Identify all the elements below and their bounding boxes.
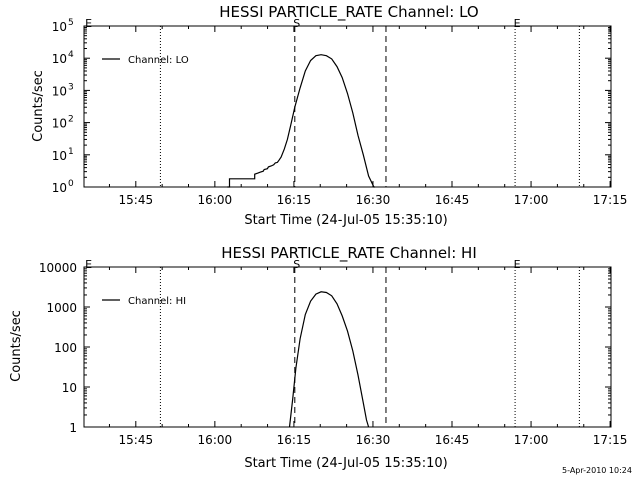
- marker-label: E: [85, 258, 92, 271]
- x-tick-label: 15:45: [119, 433, 154, 447]
- y-tick-label: 10: [52, 20, 67, 34]
- x-tick-label: 17:15: [593, 433, 628, 447]
- x-tick-label: 16:30: [356, 193, 391, 207]
- plot-frame-lo: [83, 25, 612, 188]
- y-tick-exponent: 0: [68, 179, 74, 189]
- y-tick-label: 10: [52, 84, 67, 98]
- x-tick-label: 17:15: [593, 193, 628, 207]
- series-line-hi: [288, 291, 370, 428]
- chart-hi-x-axis-label: Start Time (24-Jul-05 15:35:10): [244, 456, 447, 471]
- y-tick-label: 10: [52, 181, 67, 195]
- x-tick-label: 16:45: [435, 193, 470, 207]
- marker-label: S: [293, 258, 300, 271]
- y-tick-label: 10000: [39, 261, 77, 275]
- legend-label: Channel: LO: [128, 55, 189, 66]
- x-tick-label: 16:15: [277, 193, 312, 207]
- y-tick-label: 100: [54, 341, 77, 355]
- legend-label: Channel: HI: [128, 296, 186, 307]
- x-tick-label: 16:00: [198, 433, 233, 447]
- y-tick-exponent: 1: [68, 147, 74, 157]
- y-tick-exponent: 2: [68, 115, 74, 125]
- chart-hi-title: HESSI PARTICLE_RATE Channel: HI: [221, 244, 477, 263]
- plot-timestamp: 5-Apr-2010 10:24: [562, 466, 632, 475]
- y-tick-label: 10: [52, 149, 67, 163]
- x-tick-label: 17:00: [514, 193, 549, 207]
- x-tick-label: 16:15: [277, 433, 312, 447]
- chart-hi-y-axis-label: Counts/sec: [9, 310, 24, 382]
- y-tick-label: 10: [62, 381, 77, 395]
- marker-label: E: [514, 17, 521, 30]
- y-tick-exponent: 5: [68, 18, 74, 28]
- chart-hi-channel: HESSI PARTICLE_RATE Channel: HI Start Ti…: [9, 244, 627, 471]
- chart-lo-y-axis-label: Counts/sec: [31, 70, 46, 142]
- x-tick-label: 16:45: [435, 433, 470, 447]
- x-tick-label: 16:30: [356, 433, 391, 447]
- marker-label: S: [293, 17, 300, 30]
- x-tick-label: 16:00: [198, 193, 233, 207]
- series-line-lo: [227, 54, 375, 188]
- chart-lo-x-axis-label: Start Time (24-Jul-05 15:35:10): [244, 213, 447, 228]
- marker-label: E: [85, 17, 92, 30]
- y-tick-label: 1000: [46, 301, 77, 315]
- y-tick-exponent: 3: [68, 82, 74, 92]
- x-tick-label: 15:45: [119, 193, 154, 207]
- chart-lo-channel: HESSI PARTICLE_RATE Channel: LO Start Ti…: [31, 3, 627, 228]
- y-tick-exponent: 4: [68, 50, 74, 60]
- y-tick-label: 1: [69, 421, 77, 435]
- y-tick-label: 10: [52, 52, 67, 66]
- x-tick-label: 17:00: [514, 433, 549, 447]
- y-tick-label: 10: [52, 117, 67, 131]
- chart-lo-title: HESSI PARTICLE_RATE Channel: LO: [219, 3, 478, 22]
- marker-label: E: [514, 258, 521, 271]
